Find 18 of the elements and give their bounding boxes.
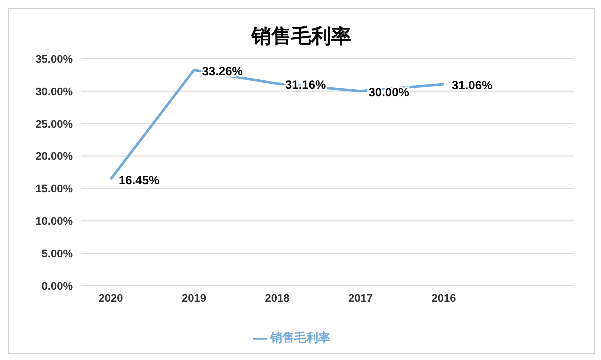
legend-label: 销售毛利率 [270,331,330,345]
x-tick-label: 2019 [182,292,206,305]
y-tick-label: 35.00% [36,54,74,66]
x-tick-label: 2016 [432,292,456,305]
y-tick-label: 25.00% [36,118,74,131]
data-label: 30.00% [368,85,410,100]
y-tick-label: 0.00% [42,280,74,293]
data-label: 31.06% [452,78,494,93]
x-tick-label: 2017 [348,292,373,305]
y-tick-label: 20.00% [36,151,74,164]
x-tick-label: 2018 [265,292,290,305]
chart-title: 销售毛利率 [250,24,352,50]
data-label: 16.45% [119,173,160,188]
y-tick-label: 15.00% [36,184,74,196]
x-tick-label: 2020 [98,292,124,305]
y-tick-label: 5.00% [42,248,74,260]
y-tick-label: 30.00% [36,86,74,98]
y-tick-label: 10.00% [36,216,74,228]
